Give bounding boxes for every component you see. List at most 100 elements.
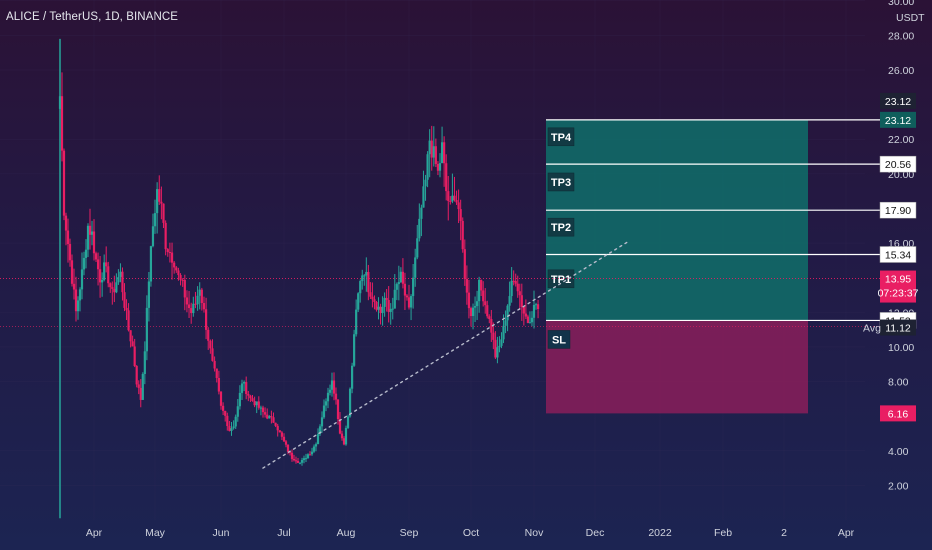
price-tag-bg [879,155,917,173]
candle-body [99,269,102,283]
candle-body [153,213,157,227]
candle-body [363,275,366,277]
candle-body [330,380,334,390]
candle-body [526,316,530,323]
candle-body [236,406,239,417]
candle-body [257,401,260,408]
candle-body [443,142,446,164]
candle-body [209,340,212,349]
candle-body [355,309,358,335]
candle-body [528,322,532,324]
candle-body [78,289,82,301]
candle-body [166,249,169,252]
candle-body [129,330,132,342]
candle-body [72,283,76,290]
price-tag-bg [880,405,916,422]
countdown-timer: 07:23:37 [878,288,919,300]
candle-body [181,279,184,281]
candle-body [445,163,448,192]
price-tag-white: 20.56 [885,159,911,171]
candle-body [399,271,402,283]
candle-body [512,280,515,282]
candle-body [496,347,499,358]
price-tag-teal: 23.12 [885,115,911,127]
candle-body [288,451,292,453]
zone-label-bg [547,217,575,237]
candle-body [504,320,507,326]
candle-body [261,407,265,413]
candle-body [185,297,189,305]
candle-body [168,251,172,253]
candle-body [473,306,477,308]
candle-body [322,405,326,418]
x-tick-label: 2 [781,527,787,539]
candle-body [192,303,195,314]
candle-body [463,249,466,279]
candle-body [395,284,398,290]
candle-body [405,295,409,298]
candle-body [249,395,252,399]
candle-body [353,334,356,366]
candle-body [407,297,411,308]
candle-body [245,382,248,395]
candle-body [179,275,182,280]
x-tick-label: Oct [463,527,479,539]
candle-body [103,262,106,280]
candle-body [259,407,262,409]
candle-body [536,304,540,310]
candle-body [232,426,235,429]
candle-body [518,291,521,296]
candle-body [131,341,134,347]
candle-body [286,444,290,452]
candle-body [183,279,186,298]
candle-body [147,281,150,308]
candle-body [222,405,225,411]
candle-body [119,271,122,277]
candle-body [137,384,140,388]
candle-body [274,422,277,426]
x-tick-label: 2022 [648,527,672,539]
candle-body [111,287,114,289]
candle-body [292,458,296,461]
candle-body [109,283,112,288]
price-tag-bg [880,270,916,303]
currency-label: USDT [896,12,925,24]
y-tick-label: 26.00 [888,65,914,77]
candle-body [432,146,435,158]
candle-body [270,416,273,418]
candle-body [308,454,312,456]
candle-body [451,195,454,202]
candle-body [115,282,118,293]
candle-body [207,329,210,341]
candle-body [282,436,286,442]
candle-body [175,267,178,271]
candle-body [324,401,328,406]
candle-body [70,260,74,284]
candle-body [280,432,283,437]
support-trendline [262,240,630,469]
candle-body [314,444,318,447]
candle-body [500,339,503,346]
candle-body [532,304,536,318]
candle-body [482,290,485,302]
price-tag-bg [880,111,916,128]
candle-body [393,289,396,309]
candle-body [369,292,372,297]
candle-body [375,301,378,310]
profit-zone [546,119,808,321]
candle-body [228,426,231,431]
y-tick-label: 10.00 [888,342,914,354]
candle-body [300,460,304,463]
candle-body [453,195,456,200]
candle-body [514,281,517,284]
candle-body [278,430,281,433]
candle-body [449,200,452,202]
candle-body [420,207,423,219]
candle-body [488,316,491,319]
candle-body [320,417,324,427]
price-tag-bg [879,201,917,219]
candle-body [490,318,493,333]
candle-body [200,289,203,304]
